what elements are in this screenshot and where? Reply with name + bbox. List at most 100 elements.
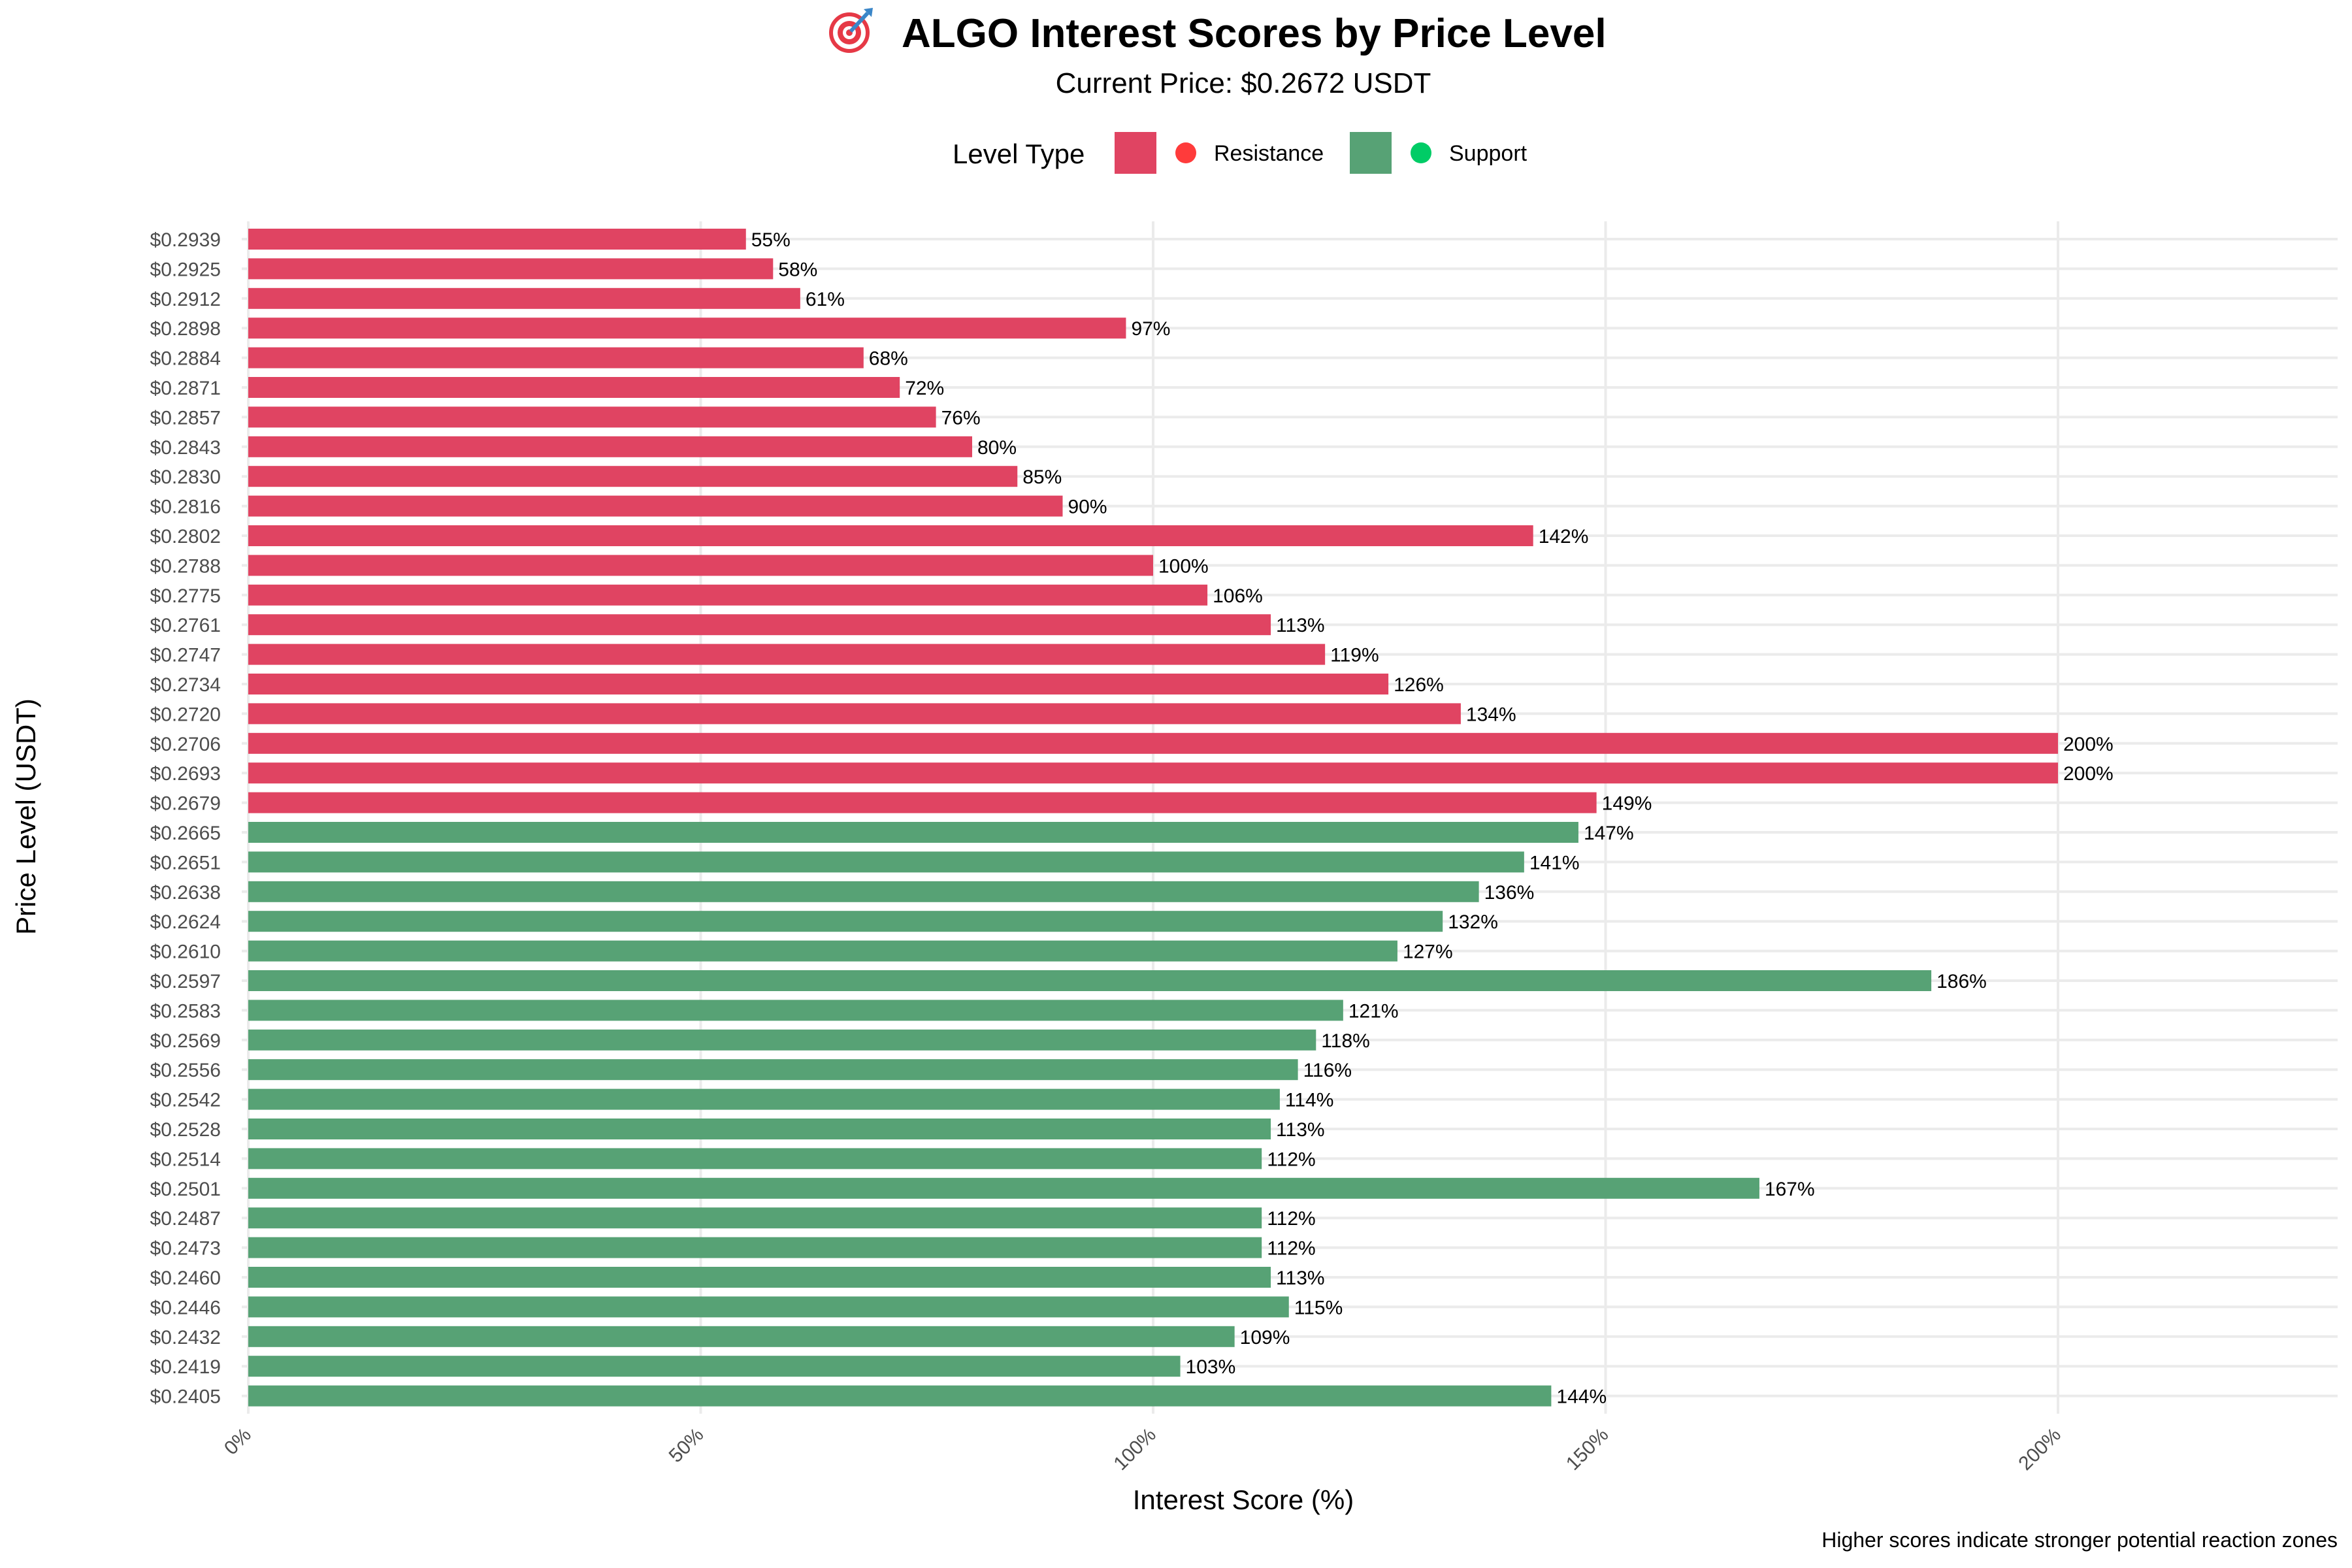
bar-resistance (248, 555, 1153, 576)
y-tick-label: $0.2898 (150, 318, 221, 340)
bar-support (248, 1119, 1271, 1139)
legend-label-support: Support (1449, 141, 1527, 166)
bar-resistance (248, 644, 1326, 665)
y-tick-label: $0.2528 (150, 1119, 221, 1141)
y-tick-label: $0.2761 (150, 615, 221, 636)
x-axis-title: Interest Score (%) (1133, 1484, 1354, 1515)
y-tick-label: $0.2734 (150, 674, 221, 696)
bar-value-label: 114% (1285, 1090, 1334, 1111)
y-tick-label: $0.2501 (150, 1179, 221, 1200)
bar-support (248, 1000, 1343, 1021)
bars (248, 229, 2058, 1407)
bar-value-label: 58% (778, 259, 817, 280)
bar-resistance (248, 674, 1389, 694)
bar-value-label: 103% (1186, 1356, 1236, 1378)
legend-dot-support (1411, 142, 1431, 163)
bar-value-label: 115% (1294, 1297, 1343, 1318)
legend: Level Type Resistance Support (953, 132, 1527, 174)
grid-lines (242, 221, 2338, 1414)
y-tick-label: $0.2405 (150, 1386, 221, 1408)
bar-value-label: 97% (1131, 318, 1170, 340)
bar-value-label: 90% (1068, 497, 1107, 518)
bar-support (248, 911, 1443, 932)
bar-value-label: 147% (1584, 823, 1634, 844)
chart-title: ALGO Interest Scores by Price Level (902, 11, 1607, 56)
bar-value-label: 76% (941, 407, 981, 429)
x-tick-label: 0% (220, 1424, 255, 1459)
bar-value-labels: 55%58%61%97%68%72%76%80%85%90%142%100%10… (751, 229, 2114, 1408)
bar-resistance (248, 287, 800, 309)
bar-resistance (248, 258, 774, 280)
y-tick-label: $0.2624 (150, 911, 221, 933)
y-tick-label: $0.2610 (150, 941, 221, 963)
y-tick-label: $0.2638 (150, 882, 221, 904)
bar-support (248, 1177, 1759, 1199)
y-tick-label: $0.2720 (150, 704, 221, 725)
y-tick-label: $0.2706 (150, 734, 221, 755)
x-tick-label: 200% (2014, 1424, 2065, 1475)
bar-resistance (248, 614, 1271, 636)
bar-support (248, 1029, 1316, 1051)
bar-support (248, 1385, 1552, 1407)
bar-value-label: 112% (1267, 1149, 1316, 1170)
y-tick-label: $0.2432 (150, 1327, 221, 1348)
bar-resistance (248, 466, 1018, 487)
y-tick-label: $0.2556 (150, 1060, 221, 1081)
x-tick-label: 50% (665, 1424, 708, 1467)
bar-value-label: 121% (1348, 1000, 1399, 1022)
bar-value-label: 149% (1602, 793, 1652, 815)
bar-value-label: 109% (1240, 1327, 1290, 1348)
bar-value-label: 126% (1394, 674, 1444, 696)
chart-caption: Higher scores indicate stronger potentia… (1821, 1528, 2338, 1552)
y-tick-label: $0.2419 (150, 1356, 221, 1378)
y-tick-label: $0.2583 (150, 1000, 221, 1022)
bar-value-label: 200% (2063, 763, 2114, 785)
bar-support (248, 1207, 1262, 1229)
bar-resistance (248, 792, 1597, 813)
bar-value-label: 116% (1303, 1060, 1352, 1081)
bar-support (248, 851, 1524, 873)
y-tick-label: $0.2884 (150, 348, 221, 370)
y-tick-label: $0.2775 (150, 585, 221, 607)
bar-value-label: 118% (1321, 1030, 1370, 1052)
y-tick-label: $0.2679 (150, 793, 221, 815)
legend-swatch-support (1350, 132, 1392, 174)
bar-resistance (248, 703, 1461, 725)
bar-value-label: 61% (806, 289, 845, 310)
chart-subtitle: Current Price: $0.2672 USDT (1056, 67, 1431, 99)
bar-resistance (248, 584, 1208, 606)
y-axis-title: Price Level (USDT) (10, 698, 41, 935)
bar-value-label: 113% (1276, 1119, 1325, 1141)
y-tick-label: $0.2830 (150, 466, 221, 488)
y-tick-label: $0.2460 (150, 1267, 221, 1289)
y-tick-label: $0.2857 (150, 407, 221, 429)
bar-value-label: 127% (1403, 941, 1453, 963)
bar-resistance (248, 318, 1126, 339)
target-icon (829, 8, 873, 53)
bar-value-label: 119% (1330, 645, 1379, 666)
bar-value-label: 132% (1448, 911, 1498, 933)
bar-support (248, 1059, 1298, 1081)
bar-support (248, 1356, 1181, 1377)
y-tick-label: $0.2939 (150, 229, 221, 251)
bar-resistance (248, 732, 2058, 754)
legend-swatch-resistance (1115, 132, 1156, 174)
bar-resistance (248, 436, 972, 457)
y-axis-tick-labels: $0.2939 $0.2925 $0.2912 $0.2898 $0.2884 $0.28… (150, 229, 221, 1408)
bar-value-label: 80% (977, 437, 1017, 459)
bar-value-label: 113% (1276, 615, 1325, 636)
y-tick-label: $0.2446 (150, 1297, 221, 1318)
bar-value-label: 144% (1556, 1386, 1607, 1408)
bar-resistance (248, 406, 936, 428)
bar-support (248, 1237, 1262, 1258)
bar-resistance (248, 347, 864, 368)
legend-entry-support: Support (1350, 132, 1527, 174)
y-tick-label: $0.2651 (150, 852, 221, 874)
bar-support (248, 940, 1397, 962)
legend-entry-resistance: Resistance (1115, 132, 1324, 174)
bar-value-label: 167% (1765, 1179, 1815, 1200)
y-tick-label: $0.2473 (150, 1238, 221, 1260)
bar-support (248, 881, 1479, 902)
y-tick-label: $0.2693 (150, 763, 221, 785)
